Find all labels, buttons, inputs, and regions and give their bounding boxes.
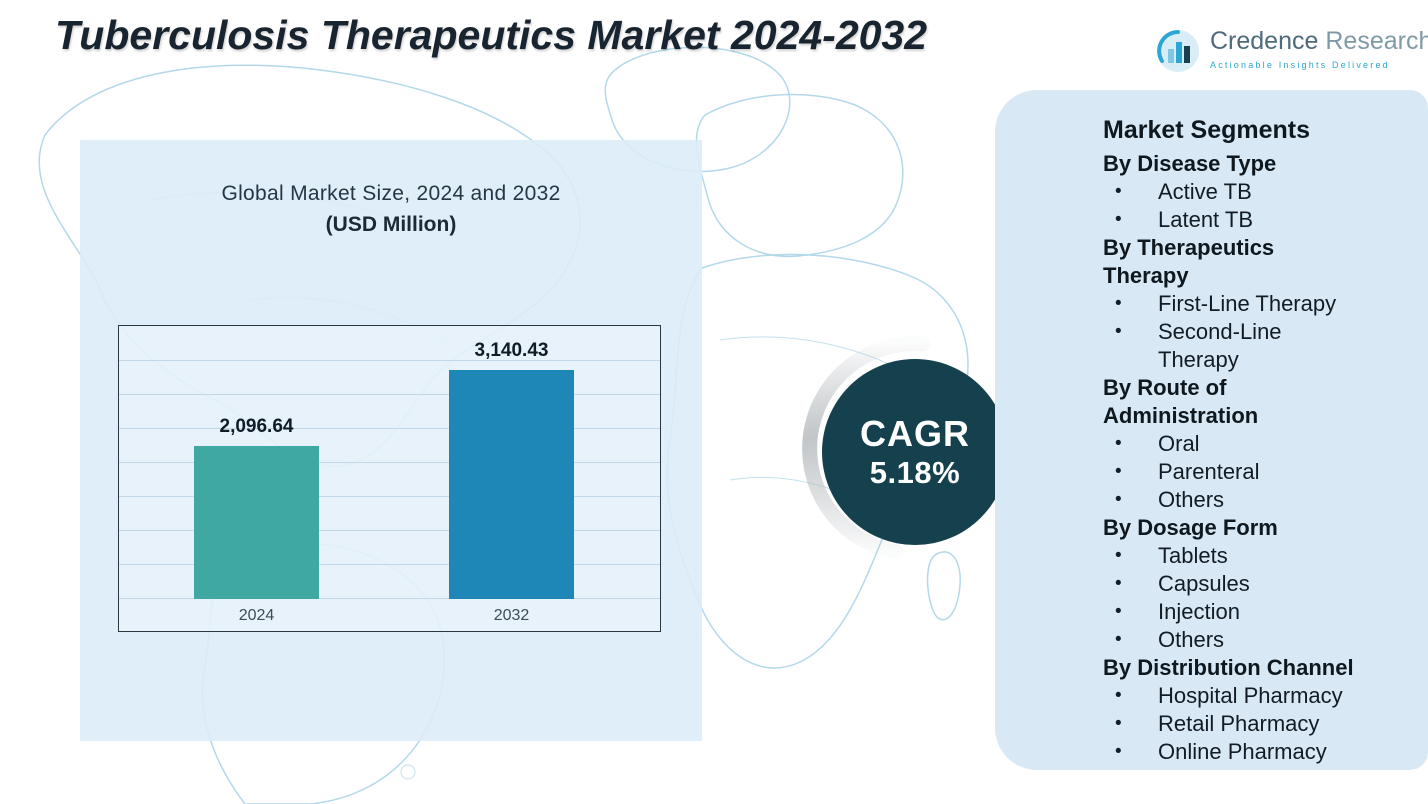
page-title: Tuberculosis Therapeutics Market 2024-20… xyxy=(55,12,928,58)
map-europe xyxy=(695,93,904,258)
map-madagascar xyxy=(926,551,961,621)
segment-item: Others xyxy=(1103,626,1343,654)
chart-subtitle: Global Market Size, 2024 and 2032 (USD M… xyxy=(80,140,702,237)
segment-group-distribution-channel: By Distribution Channel Hospital Pharmac… xyxy=(1103,654,1410,766)
chart-panel: Global Market Size, 2024 and 2032 (USD M… xyxy=(80,140,702,741)
segment-group-heading: By Dosage Form xyxy=(1103,515,1278,540)
cagr-badge: CAGR 5.18% xyxy=(822,359,1008,545)
logo-name-secondary: Research xyxy=(1325,27,1428,55)
segment-item: Latent TB xyxy=(1103,206,1343,234)
chart-unit: (USD Million) xyxy=(325,213,457,236)
logo-name: Credence Research xyxy=(1210,27,1428,56)
segment-item: Parenteral xyxy=(1103,458,1343,486)
segment-item: Active TB xyxy=(1103,178,1343,206)
cagr-label: CAGR xyxy=(860,412,970,454)
segment-item: Online Pharmacy xyxy=(1103,738,1343,766)
bar-2024: 2,096.64 xyxy=(194,416,319,599)
segment-item: Injection xyxy=(1103,598,1343,626)
segment-group-heading: By Route of Administration xyxy=(1103,375,1259,428)
segment-group-therapeutics-therapy: By Therapeutics Therapy First-Line Thera… xyxy=(1103,234,1410,374)
segment-item: Tablets xyxy=(1103,542,1343,570)
cagr-value: 5.18% xyxy=(869,455,961,491)
x-label-2032: 2032 xyxy=(493,607,530,624)
segment-group-route-of-administration: By Route of Administration Oral Parenter… xyxy=(1103,374,1410,514)
chart-title: Global Market Size, 2024 and 2032 xyxy=(221,182,561,205)
plot-area: 2,096.64 3,140.43 xyxy=(119,340,660,599)
segment-group-heading: By Therapeutics Therapy xyxy=(1103,235,1275,288)
segment-group-dosage-form: By Dosage Form Tablets Capsules Injectio… xyxy=(1103,514,1410,654)
logo-tagline: Actionable Insights Delivered xyxy=(1210,59,1390,70)
logo-name-primary: Credence xyxy=(1210,27,1319,55)
segment-item: Oral xyxy=(1103,430,1343,458)
segments-title: Market Segments xyxy=(1103,116,1311,144)
segment-item: First-Line Therapy xyxy=(1103,290,1343,318)
bar-2032: 3,140.43 xyxy=(449,340,574,599)
credence-logo: Credence Research Actionable Insights De… xyxy=(1155,27,1428,74)
segment-item: Capsules xyxy=(1103,570,1343,598)
credence-logo-icon xyxy=(1157,30,1199,72)
segment-group-heading: By Distribution Channel xyxy=(1103,655,1354,680)
segment-item: Hospital Pharmacy xyxy=(1103,682,1343,710)
bar-chart: 2,096.64 3,140.43 2024 2032 xyxy=(118,325,661,632)
segment-item: Others xyxy=(1103,486,1343,514)
map-greenland xyxy=(604,46,791,173)
x-label-2024: 2024 xyxy=(238,607,275,624)
bar-2024-value: 2,096.64 xyxy=(219,416,294,437)
segment-group-heading: By Disease Type xyxy=(1103,151,1277,176)
cagr-crescent-decoration xyxy=(802,336,931,560)
segment-item: Second-Line Therapy xyxy=(1103,318,1303,374)
market-segments-panel: Market Segments By Disease Type Active T… xyxy=(995,90,1428,770)
segment-item: Retail Pharmacy xyxy=(1103,710,1343,738)
credence-logo-text: Credence Research Actionable Insights De… xyxy=(1210,27,1428,70)
segment-group-disease-type: By Disease Type Active TB Latent TB xyxy=(1103,150,1410,234)
bar-2032-value: 3,140.43 xyxy=(474,340,549,361)
